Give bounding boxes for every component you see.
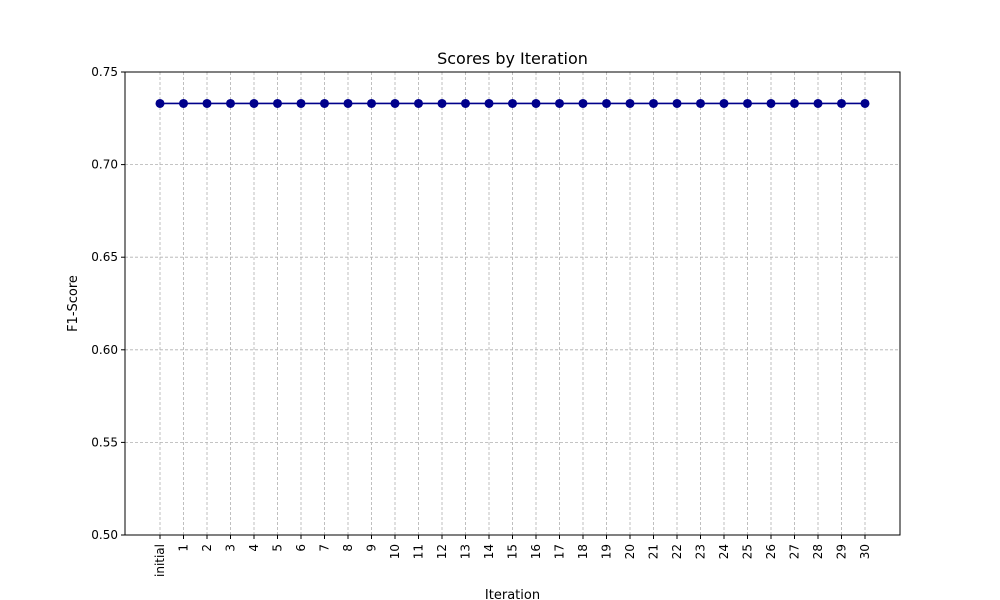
data-point [649,98,658,108]
data-point [837,98,846,108]
x-tick-label: 5 [271,544,285,552]
x-tick-label: 19 [600,544,614,559]
y-tick-label: 0.70 [91,158,118,172]
data-point [743,98,752,108]
x-tick-label: 29 [835,544,849,559]
data-point [696,98,705,108]
x-tick-label: 28 [811,544,825,559]
data-point [790,98,799,108]
x-tick-label: 15 [506,544,520,559]
data-point [508,98,517,108]
data-point [719,98,729,108]
data-point [531,98,541,108]
x-tick-label: 22 [670,544,684,559]
y-tick-label: 0.65 [91,250,118,264]
x-tick-label: 9 [365,544,379,552]
x-tick-label: 23 [694,544,708,559]
data-point [766,98,776,108]
x-tick-label: 25 [741,544,755,559]
x-tick-label: 14 [482,544,496,559]
x-axis-label: Iteration [485,588,540,600]
data-point [273,98,282,108]
x-tick-label: 21 [647,544,661,559]
x-tick-label: 3 [224,544,238,552]
x-tick-label: 8 [341,544,355,552]
series-layer [155,98,870,108]
x-tick-label: 7 [318,544,332,552]
data-point [414,98,423,108]
data-point [555,98,564,108]
data-point [602,98,611,108]
chart-title: Scores by Iteration [437,49,588,68]
x-tick-label: 24 [717,544,731,559]
x-tick-label: 2 [200,544,214,552]
data-point [672,98,682,108]
x-axis-ticks: initial 1 2 3 4 5 6 7 8 9 10 11 12 13 14 15 16 17 18 19 20 21… [153,535,872,577]
x-tick-label: initial [153,544,167,577]
x-tick-label: 10 [388,544,402,559]
data-point [390,98,400,108]
x-tick-label: 6 [294,544,308,552]
data-point [179,98,188,108]
data-point [437,98,447,108]
data-point [813,98,823,108]
data-point [226,98,235,108]
data-point [296,98,306,108]
data-point [155,98,165,108]
data-point [343,98,353,108]
data-point [625,98,635,108]
data-point [367,98,376,108]
x-tick-label: 30 [858,544,872,559]
data-point [249,98,259,108]
x-tick-label: 1 [177,544,191,552]
y-tick-label: 0.60 [91,343,118,357]
x-tick-label: 20 [623,544,637,559]
x-tick-label: 13 [459,544,473,559]
data-point [860,98,870,108]
x-tick-label: 11 [412,544,426,559]
data-point [202,98,212,108]
y-tick-label: 0.55 [91,435,118,449]
x-tick-label: 16 [529,544,543,559]
x-tick-label: 4 [247,544,261,552]
data-point [578,98,588,108]
x-tick-label: 27 [788,544,802,559]
data-point [461,98,470,108]
x-tick-label: 12 [435,544,449,559]
y-axis-ticks: 0.50 0.55 0.60 0.65 0.70 0.75 [91,65,125,542]
x-tick-label: 26 [764,544,778,559]
y-axis-label: F1-Score [66,275,81,332]
y-tick-label: 0.50 [91,528,118,542]
grid [125,71,900,536]
y-tick-label: 0.75 [91,65,118,79]
x-tick-label: 18 [576,544,590,559]
x-tick-label: 17 [553,544,567,559]
data-point [484,98,494,108]
data-point [320,98,329,108]
